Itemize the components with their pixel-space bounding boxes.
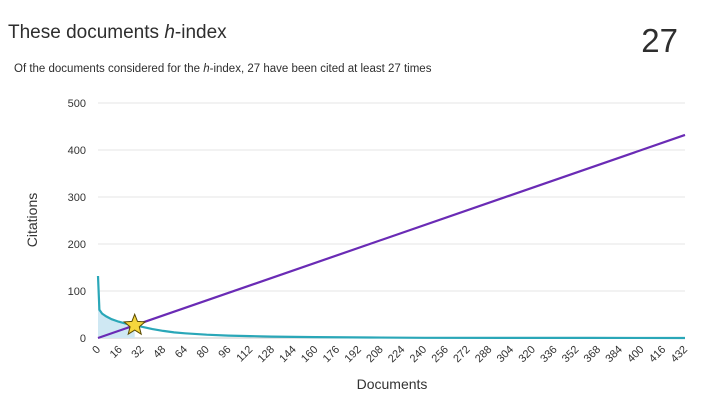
grid-lines: [98, 102, 685, 339]
h-index-value: 27: [641, 22, 678, 59]
x-tick-label: 432: [669, 344, 690, 365]
y-tick-label: 400: [68, 145, 86, 157]
x-tick-label: 112: [234, 344, 255, 365]
x-tick-label: 272: [451, 344, 472, 365]
chart-title: These documents h-index: [8, 22, 227, 43]
x-tick-label: 256: [430, 344, 451, 365]
x-tick-label: 368: [582, 344, 603, 365]
x-axis-label: Documents: [357, 376, 428, 392]
x-tick-label: 144: [277, 344, 298, 365]
x-tick-label: 320: [516, 344, 537, 365]
chart-subtitle: Of the documents considered for the h-in…: [14, 63, 432, 75]
x-tick-label: 96: [216, 344, 233, 361]
x-tick-label: 0: [90, 344, 103, 357]
y-tick-label: 200: [68, 239, 86, 251]
x-tick-label: 384: [603, 344, 624, 365]
reference-line: [97, 133, 686, 340]
x-tick-label: 32: [129, 344, 146, 361]
citations-area: [98, 276, 135, 338]
h-index-star-marker: [122, 312, 147, 336]
x-axis-ticks: 0 16 32 48 64 80 96 112 128 144 160 176 192 208 224 240…: [90, 344, 690, 365]
citations-line: [96, 275, 686, 340]
x-tick-label: 240: [408, 344, 429, 365]
x-tick-label: 208: [364, 344, 385, 365]
x-tick-label: 128: [256, 344, 277, 365]
x-tick-label: 352: [560, 344, 581, 365]
x-tick-label: 416: [647, 344, 668, 365]
x-tick-label: 16: [108, 344, 125, 361]
y-tick-label: 500: [68, 98, 86, 110]
x-tick-label: 64: [173, 344, 190, 361]
x-tick-label: 192: [343, 344, 364, 365]
x-tick-label: 400: [625, 344, 646, 365]
y-tick-label: 0: [80, 333, 86, 345]
x-tick-label: 304: [495, 344, 516, 365]
y-axis-label: Citations: [24, 193, 40, 247]
y-tick-label: 300: [68, 192, 86, 204]
x-tick-label: 160: [299, 344, 320, 365]
x-tick-label: 288: [473, 344, 494, 365]
x-tick-label: 176: [321, 344, 342, 365]
x-tick-label: 80: [195, 344, 212, 361]
x-tick-label: 336: [538, 344, 559, 365]
x-tick-label: 48: [151, 344, 168, 361]
y-axis-ticks: 0 100 200 300 400 500: [68, 98, 86, 345]
y-tick-label: 100: [68, 286, 86, 298]
x-tick-label: 224: [386, 344, 407, 365]
